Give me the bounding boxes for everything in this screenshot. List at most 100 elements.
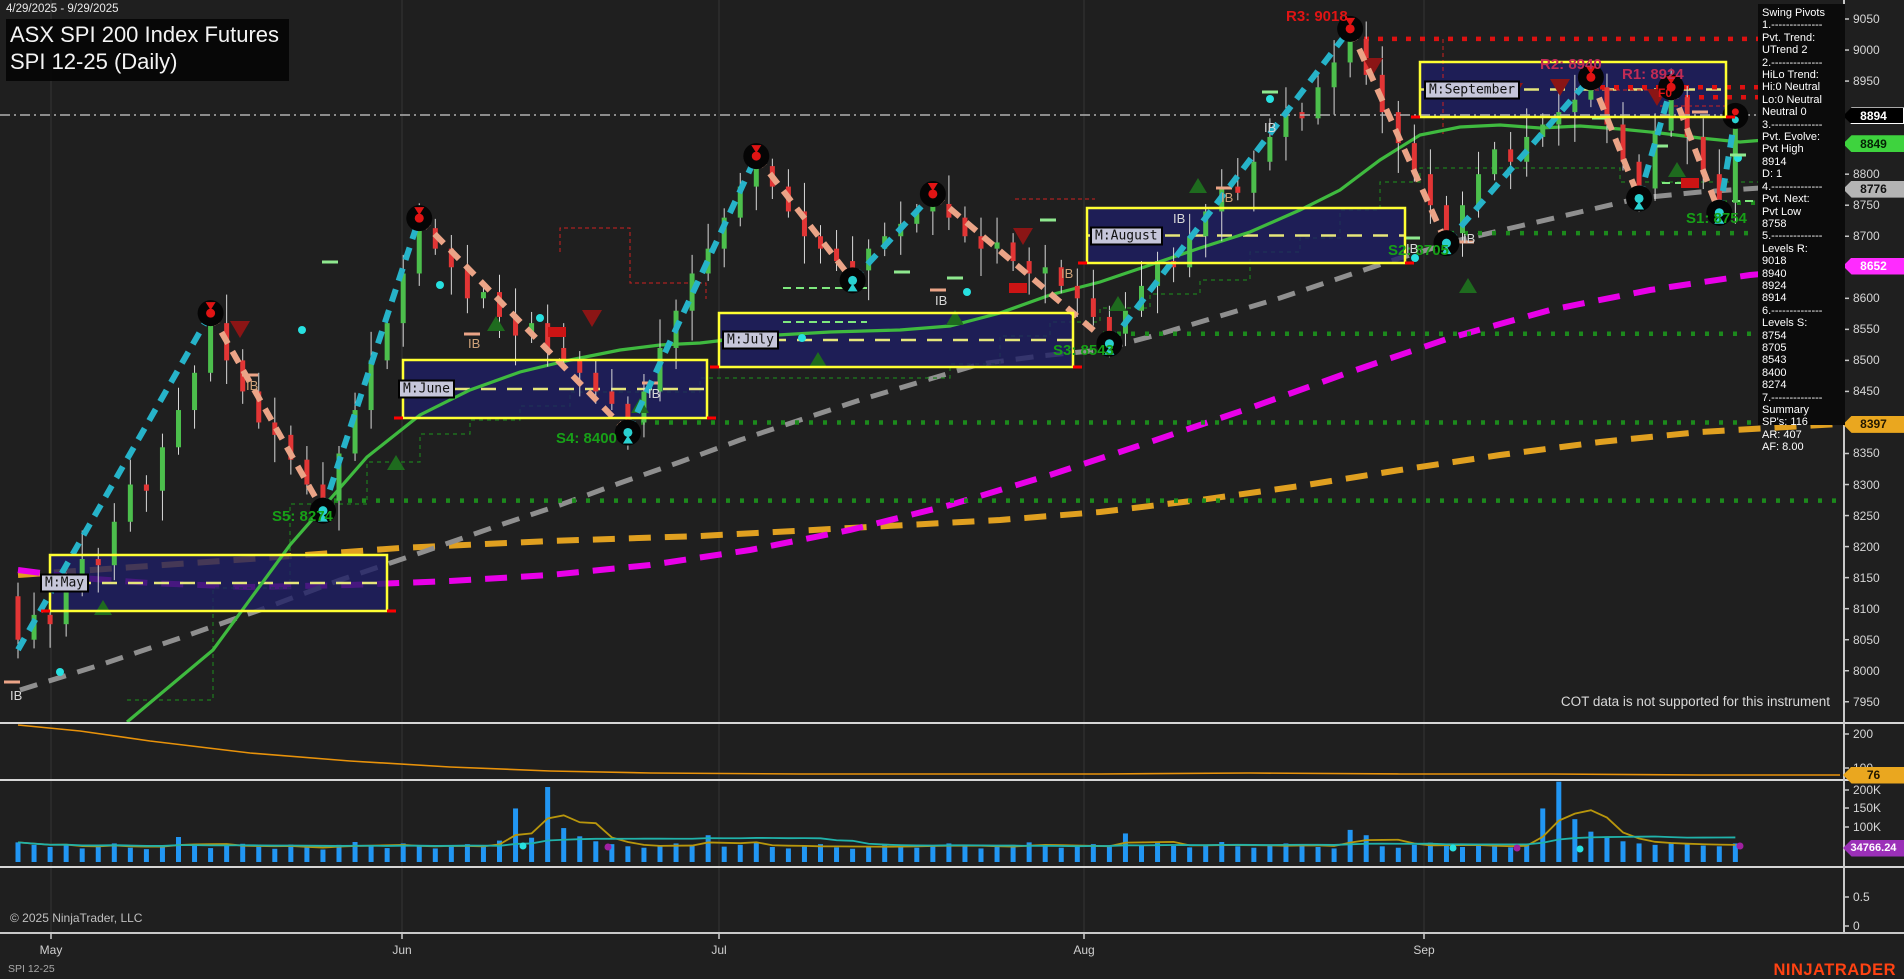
pivot-low-arrow: [622, 435, 633, 444]
panel3-tick: 200K: [1853, 783, 1882, 797]
month-box-border: [1418, 60, 1728, 119]
candle-up: [416, 228, 422, 274]
cyan-dot-marker: [298, 326, 306, 334]
down-triangle-marker: [1363, 58, 1383, 75]
swing-pivots-line: 8705: [1762, 341, 1787, 354]
pivot-low-arrow: [1441, 246, 1452, 255]
swing-pivots-line: HiLo Trend:: [1762, 69, 1819, 82]
ninjatrader-logo: NINJATRADER: [1773, 961, 1896, 979]
panel-separator-2[interactable]: [0, 779, 1904, 781]
price-tick: 8300: [1853, 477, 1880, 492]
month-label-september[interactable]: M:September: [1424, 80, 1521, 99]
price-tick: 8750: [1853, 198, 1880, 213]
zigzag-up-leg: [1636, 86, 1675, 200]
level-label: F0: [1658, 86, 1673, 100]
volume-bar: [1460, 847, 1465, 862]
month-label-august[interactable]: M:August: [1090, 226, 1163, 245]
volume-bar: [753, 842, 759, 862]
pivot-low-arrow: [1104, 346, 1115, 355]
volume-bar: [448, 845, 454, 862]
volume-avg-olive-line: [17, 809, 1736, 849]
level-label: R1: 8924: [1622, 66, 1684, 83]
volume-bar: [1411, 844, 1417, 862]
level-label: R2: 8940: [1540, 56, 1602, 73]
volume-bar: [994, 847, 1000, 862]
pivot-low-dot: [623, 427, 633, 437]
pivot-low-arrow: [847, 283, 858, 292]
pivot-current-dot: [1731, 108, 1739, 116]
volume-bar: [1588, 831, 1594, 862]
volume-bar: [737, 844, 743, 862]
swing-pivots-line: 7.--------------: [1762, 391, 1823, 404]
pivot-high-dot: [206, 308, 216, 318]
candle-up: [111, 521, 117, 566]
month-label-june[interactable]: M:June: [398, 379, 455, 399]
candle-up: [753, 166, 759, 187]
price-tag-8849: 8849: [1843, 135, 1904, 153]
candle-down: [545, 323, 551, 348]
panel-separator-3[interactable]: [0, 866, 1904, 868]
swing-pivots-line: 8400: [1762, 366, 1787, 379]
candle-down: [464, 267, 470, 299]
candle-up: [208, 323, 214, 373]
volume-bar: [15, 842, 21, 862]
swing-pivots-line: AR: 407: [1762, 428, 1802, 441]
panel-separator-1[interactable]: [0, 722, 1904, 724]
price-tick: 8450: [1853, 384, 1880, 399]
panel4-tick: 0: [1853, 919, 1860, 933]
month-label-july[interactable]: M:July: [722, 330, 779, 350]
volume-bar: [1524, 845, 1530, 862]
volume-bar: [63, 844, 69, 862]
time-label-jul: Jul: [711, 943, 727, 957]
price-tick: 8500: [1853, 353, 1880, 368]
down-triangle-marker: [582, 310, 602, 327]
swing-pivots-line: Pvt. Evolve:: [1762, 131, 1821, 144]
candle-down: [834, 248, 840, 262]
price-tag-8894: 8894: [1843, 107, 1904, 125]
candle-down: [1235, 186, 1241, 193]
gold-ma-line: [17, 421, 1841, 578]
volume-bar: [1155, 843, 1161, 862]
candle-down: [320, 484, 326, 501]
volume-bar: [1732, 843, 1738, 862]
volume-bar: [721, 846, 727, 862]
pivot-low-dot: [1104, 339, 1114, 349]
volume-bar: [432, 848, 438, 862]
time-label-sep: Sep: [1413, 943, 1435, 957]
volume-bar: [705, 835, 711, 862]
price-tick: 7950: [1853, 694, 1880, 709]
volume-cyan-dot: [519, 842, 527, 850]
pivot-high-dot: [1666, 82, 1676, 92]
candle-up: [930, 203, 936, 212]
zigzag-down-leg: [753, 154, 855, 283]
candle-down: [1620, 124, 1626, 162]
candle-down: [593, 372, 599, 392]
volume-bar: [1331, 848, 1337, 862]
level-label: S2: 8705: [1388, 242, 1449, 259]
up-triangle-marker: [809, 352, 827, 367]
tab-spi-12-25[interactable]: SPI 12-25: [8, 963, 55, 975]
pivot-low-arrow: [1714, 215, 1725, 224]
candle-down: [288, 434, 294, 460]
time-label-may: May: [39, 943, 63, 957]
panel2-tick: 200: [1853, 727, 1874, 741]
candle-down: [561, 347, 567, 361]
pivot-low-arrow: [1634, 201, 1645, 210]
volume-bar: [1219, 842, 1225, 862]
candle-down: [1716, 174, 1722, 203]
up-triangle-marker: [487, 316, 505, 331]
volume-bar: [288, 844, 294, 862]
candle-up: [127, 484, 133, 522]
month-label-may[interactable]: M:May: [40, 573, 90, 593]
pivot-high-dot: [1345, 24, 1355, 34]
ib-label: IB: [1061, 266, 1074, 281]
volume-bar: [673, 843, 679, 862]
ib-label: IB: [648, 386, 661, 401]
price-tag-8397: 8397: [1843, 415, 1904, 433]
price-tick: 8200: [1853, 539, 1880, 554]
volume-bar: [1443, 845, 1449, 862]
swing-pivots-line: Summary: [1762, 404, 1810, 416]
candle-up: [1187, 236, 1193, 268]
